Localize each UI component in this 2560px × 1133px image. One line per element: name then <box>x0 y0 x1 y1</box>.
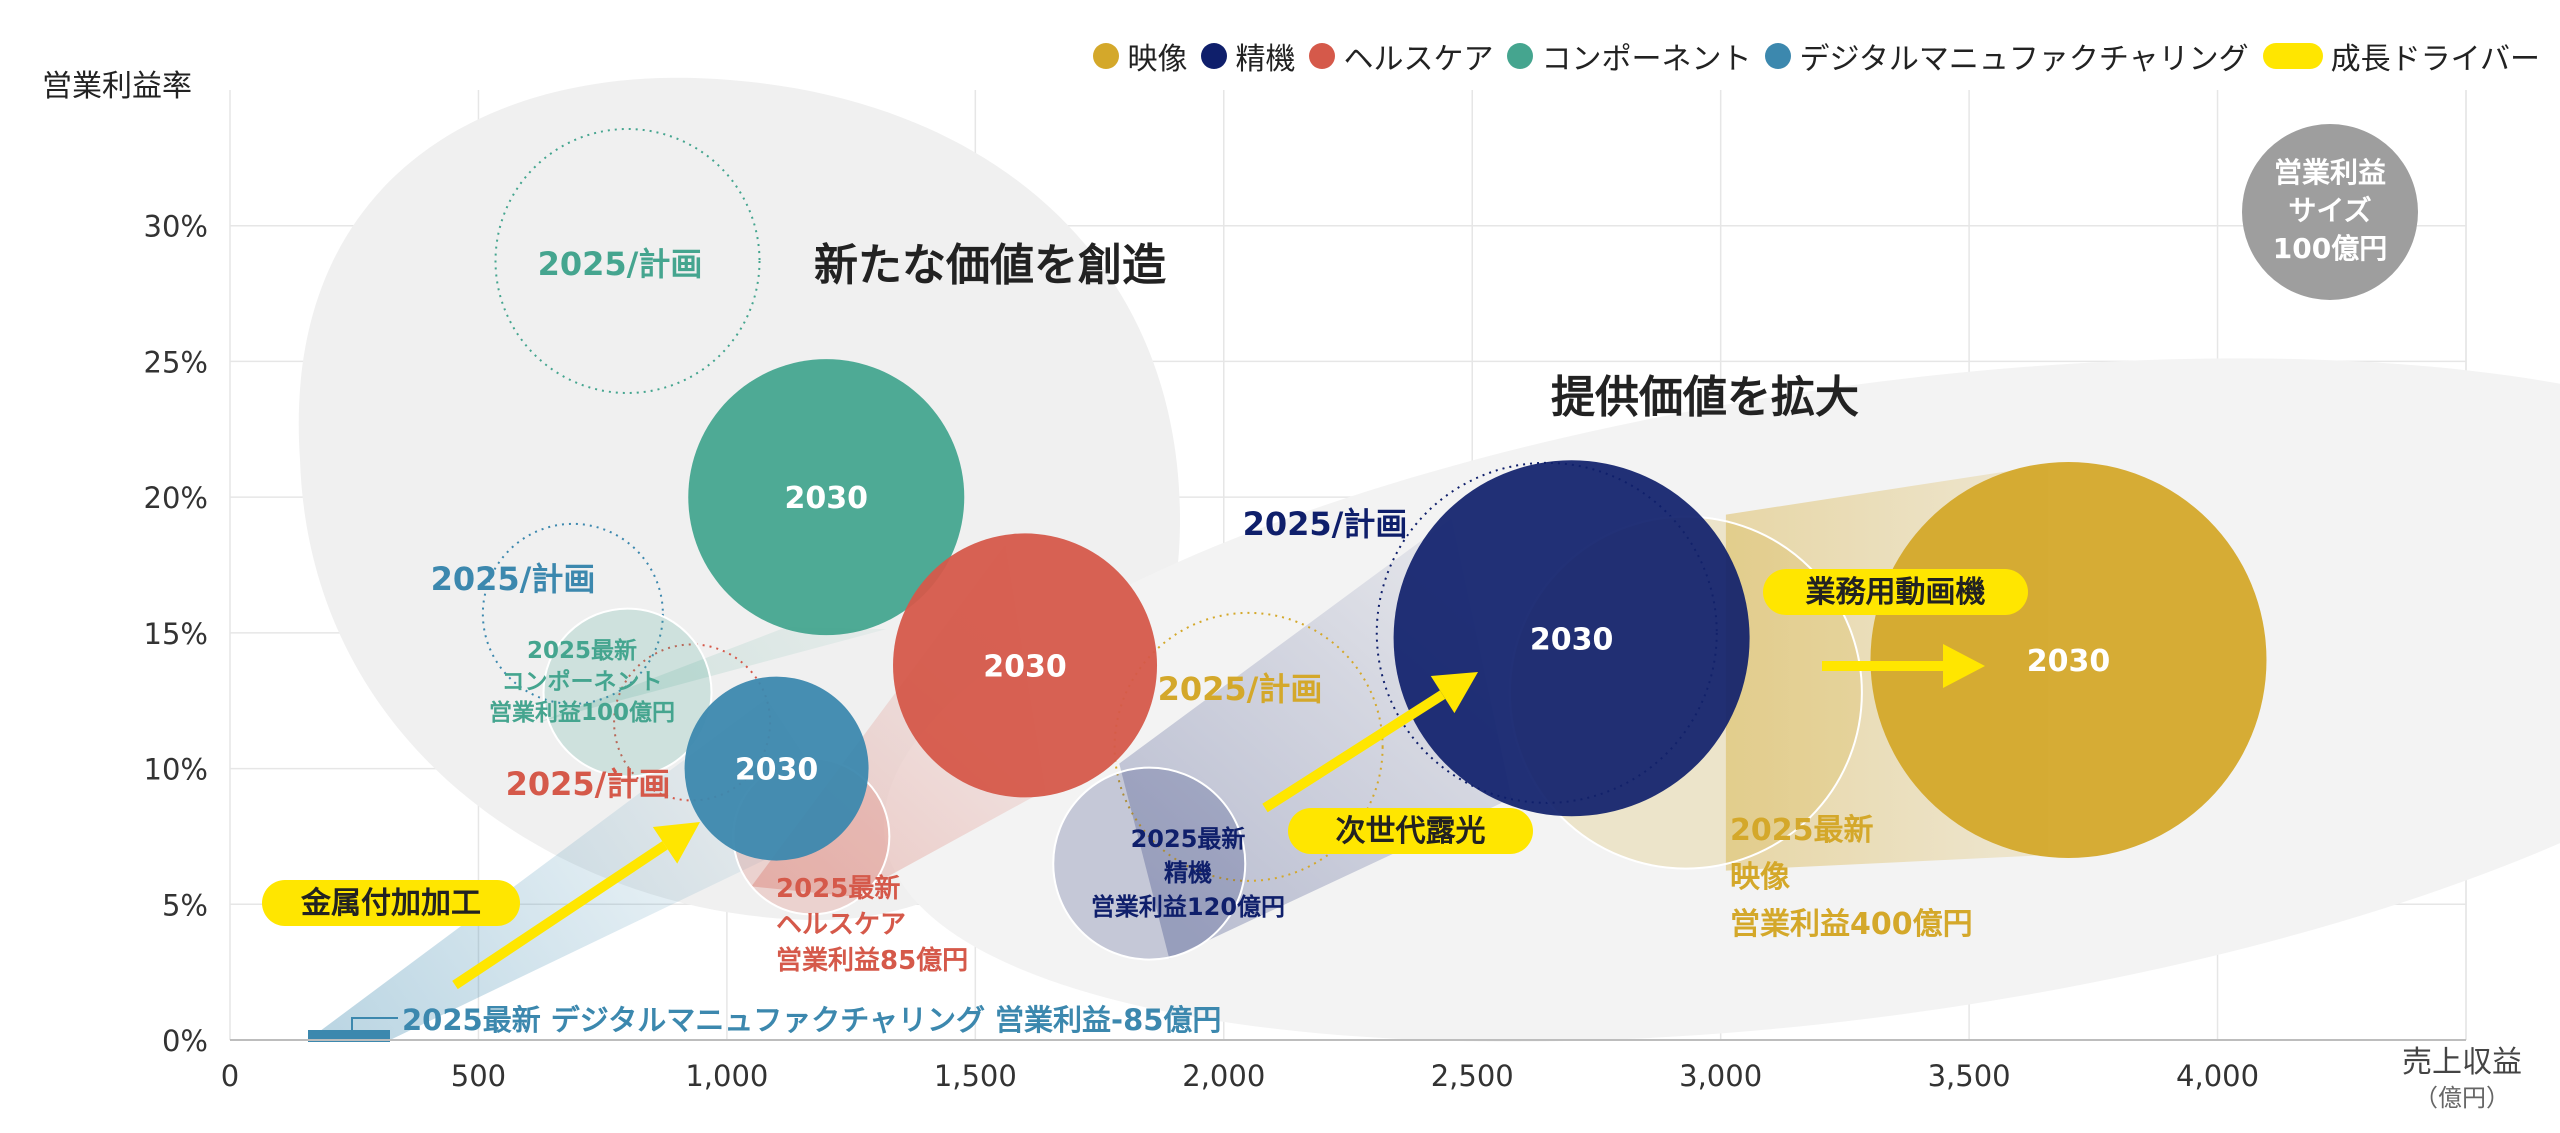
y-tick-label: 10% <box>144 753 208 787</box>
growth-arrow <box>1262 690 1446 813</box>
target-bubble <box>684 676 869 861</box>
region-label: 新たな価値を創造 <box>814 240 1166 291</box>
target-bubble <box>893 533 1158 798</box>
growth-arrow-head <box>652 822 700 864</box>
target-label: 2030 <box>983 649 1067 684</box>
growth-driver-label: 業務用動画機 <box>1806 575 1986 610</box>
legend-item: 映像 <box>1093 34 1187 78</box>
plan-label: 2025/計画 <box>431 560 596 598</box>
legend-item: ヘルスケア <box>1309 34 1493 78</box>
plan-label: 2025/計画 <box>506 765 671 803</box>
growth-driver-label: 金属付加加工 <box>300 886 481 921</box>
x-tick-label: 3,500 <box>1928 1059 2011 1093</box>
plan-circle <box>494 128 761 394</box>
legend-label: デジタルマニュファクチャリング <box>1799 42 2249 77</box>
region-label: 提供価値を拡大 <box>1551 372 1859 423</box>
x-tick-label: 2,000 <box>1182 1059 1265 1093</box>
plan-label: 2025/計画 <box>1243 505 1408 543</box>
current-label: 2025最新 <box>527 637 637 664</box>
target-bubble <box>688 359 965 636</box>
growth-driver-pill <box>262 880 520 926</box>
legend-item: 精機 <box>1201 34 1295 78</box>
current-label: 営業利益85億円 <box>776 946 968 976</box>
legend-label: 成長ドライバー <box>2330 42 2540 77</box>
y-tick-label: 25% <box>144 345 208 379</box>
current-label: コンポーネント <box>502 668 663 695</box>
legend-swatch <box>1507 43 1534 69</box>
legend-item: デジタルマニュファクチャリング <box>1765 34 2249 78</box>
legend-label: コンポーネント <box>1541 42 1752 77</box>
size-reference-label: 営業利益 <box>2274 156 2386 189</box>
current-label: 2025最新 <box>1730 813 1874 848</box>
legend-label: 映像 <box>1127 42 1188 77</box>
growth-arrow-head <box>1943 644 1985 688</box>
growth-driver-pill <box>1763 569 2028 615</box>
plan-label: 2025/計画 <box>1158 670 1323 708</box>
target-label: 2030 <box>2027 644 2111 679</box>
size-reference-label: 100億円 <box>2273 232 2387 265</box>
target-bubble <box>1393 460 1750 817</box>
legend-label: 精機 <box>1235 42 1296 77</box>
y-tick-label: 0% <box>162 1024 208 1058</box>
current-bubble <box>1052 766 1247 961</box>
growth-funnel <box>537 627 887 723</box>
legend-item: 成長ドライバー <box>2262 34 2540 78</box>
current-label: 営業利益120億円 <box>1091 893 1285 921</box>
leader-line <box>351 1017 398 1040</box>
legend-label: ヘルスケア <box>1343 42 1494 77</box>
growth-driver-pill <box>1288 808 1533 854</box>
target-label: 2030 <box>1530 622 1614 657</box>
x-tick-label: 0 <box>221 1059 239 1093</box>
current-label: 映像 <box>1730 860 1790 895</box>
x-tick-label: 4,000 <box>2176 1059 2259 1093</box>
y-axis-title: 営業利益率 <box>42 69 192 104</box>
target-label: 2030 <box>735 753 819 788</box>
target-label: 2030 <box>785 481 869 516</box>
current-label: 精機 <box>1164 859 1212 887</box>
growth-arrow-head <box>1430 672 1478 714</box>
current-label: ヘルスケア <box>776 910 906 940</box>
x-tick-label: 1,000 <box>685 1059 768 1093</box>
current-label: 2025最新 <box>1131 825 1246 853</box>
current-bubble <box>542 607 713 778</box>
target-bubble <box>1870 462 2267 858</box>
x-axis-title: 売上収益 <box>2402 1045 2522 1080</box>
growth-arrow <box>452 841 668 990</box>
current-label: 2025最新 <box>776 873 900 904</box>
y-tick-label: 5% <box>162 888 208 922</box>
legend-item: コンポーネント <box>1507 34 1751 78</box>
x-tick-label: 1,500 <box>934 1059 1017 1093</box>
chart-legend: 映像 精機 ヘルスケア コンポーネント デジタルマニュファクチャリング 成長ドライバー <box>1093 34 2540 78</box>
growth-driver-label: 次世代露光 <box>1336 814 1486 849</box>
x-tick-label: 500 <box>451 1059 506 1093</box>
y-tick-label: 30% <box>144 210 208 244</box>
x-tick-label: 3,000 <box>1679 1059 1762 1093</box>
legend-swatch <box>2262 43 2323 69</box>
x-tick-label: 2,500 <box>1431 1059 1514 1093</box>
size-reference-label: サイズ <box>2288 194 2371 227</box>
size-reference-bubble <box>2242 124 2418 300</box>
current-label: 営業利益400億円 <box>1730 907 1973 942</box>
y-tick-label: 15% <box>144 617 208 651</box>
legend-swatch <box>1309 43 1336 69</box>
legend-swatch <box>1093 43 1120 69</box>
plan-circle <box>481 522 664 705</box>
x-axis-unit: （億円） <box>2414 1084 2510 1112</box>
legend-swatch <box>1201 43 1228 69</box>
plan-label: 2025/計画 <box>538 245 703 283</box>
current-label: 2025最新 デジタルマニュファクチャリング 営業利益-85億円 <box>402 1003 1221 1037</box>
current-label: 営業利益100億円 <box>489 699 675 726</box>
legend-swatch <box>1765 43 1792 69</box>
y-tick-label: 20% <box>144 481 208 515</box>
